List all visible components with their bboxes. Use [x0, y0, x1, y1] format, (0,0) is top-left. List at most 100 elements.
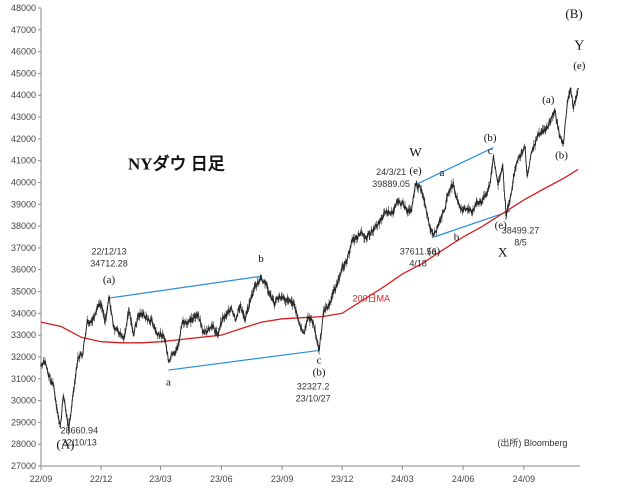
data-point [96, 305, 98, 308]
data-point [108, 296, 110, 299]
data-point [67, 428, 70, 431]
x-tick-label: 23/12 [331, 474, 354, 484]
data-point [392, 212, 394, 214]
y-tick-label: 38000 [11, 221, 36, 231]
data-point [260, 277, 262, 280]
wave-label: (e) [495, 219, 508, 231]
data-point [540, 131, 542, 134]
data-point [293, 303, 296, 306]
data-point [288, 299, 291, 302]
data-point [167, 360, 170, 363]
data-point [52, 384, 55, 387]
wave-label: c [488, 145, 493, 157]
wave-label: Y [574, 38, 584, 53]
chart-title: NYダウ 日足 [128, 153, 225, 173]
trendline [168, 349, 320, 371]
data-point [40, 364, 42, 367]
data-point [447, 192, 450, 195]
data-point [146, 319, 149, 321]
data-point [216, 334, 219, 336]
y-tick-label: 43000 [11, 112, 36, 122]
data-point [406, 210, 408, 212]
data-point [424, 205, 427, 208]
annotation-note: 8/5 [514, 238, 527, 248]
data-point [77, 356, 79, 358]
data-point [359, 231, 362, 234]
y-tick-label: 44000 [11, 90, 36, 100]
data-point [369, 234, 371, 236]
data-point [401, 201, 404, 203]
y-tick-label: 36000 [11, 265, 36, 275]
data-point [91, 321, 93, 323]
trendline [415, 147, 494, 186]
annotation-note: 37611.56 [400, 246, 437, 256]
data-point [364, 236, 367, 238]
data-point [86, 319, 89, 321]
data-point [558, 135, 561, 138]
y-tick-label: 41000 [11, 156, 36, 166]
annotation-note: 23/10/27 [296, 394, 331, 404]
data-point [181, 321, 184, 323]
data-point [278, 295, 281, 297]
data-point [244, 319, 246, 321]
data-point [283, 299, 286, 302]
data-point [332, 292, 334, 295]
wave-label: (b) [313, 366, 326, 378]
data-point [396, 201, 399, 203]
annotation-note: 34712.28 [90, 258, 128, 268]
data-point [452, 181, 454, 184]
data-point [221, 319, 223, 321]
wave-label: c [317, 354, 322, 366]
data-point [549, 120, 552, 123]
axes: 27000 28000 29000 30000 31000 32000 33000 34000… [11, 3, 580, 484]
data-point [48, 375, 50, 378]
y-tick-label: 40000 [11, 177, 36, 187]
data-point [566, 100, 569, 103]
data-point [322, 310, 325, 312]
data-point [151, 319, 153, 321]
wave-label: (a) [428, 245, 441, 257]
annotation-note: 32327.2 [297, 382, 330, 392]
data-point [81, 353, 84, 356]
data-point [298, 323, 301, 326]
annotation-note: 39889.05 [372, 179, 410, 189]
data-point [572, 107, 575, 110]
data-point [535, 138, 538, 140]
data-point [207, 327, 209, 330]
annotation-note: 22/12/13 [92, 246, 127, 256]
data-point [57, 415, 59, 417]
y-tick-label: 35000 [11, 287, 36, 297]
y-tick-label: 28000 [11, 439, 36, 449]
y-tick-label: 47000 [11, 25, 36, 35]
wave-label: a [166, 376, 171, 388]
data-point [350, 240, 353, 243]
data-point [346, 262, 348, 264]
data-point [524, 146, 526, 149]
data-point [253, 286, 256, 288]
x-tick-label: 24/03 [391, 474, 414, 484]
y-tick-label: 30000 [11, 396, 36, 406]
data-point [410, 210, 413, 212]
data-point [192, 316, 195, 319]
annotation-note: 28660.94 [61, 425, 99, 435]
wave-label: b [454, 231, 460, 243]
data-point [211, 325, 214, 328]
data-point [160, 334, 163, 336]
annotation-note: 4/18 [409, 258, 427, 268]
x-tick-label: 24/09 [513, 474, 536, 484]
data-point [530, 151, 533, 153]
data-point [438, 220, 441, 223]
y-tick-label: 46000 [11, 47, 36, 57]
data-point [62, 395, 65, 398]
y-tick-label: 37000 [11, 243, 36, 253]
y-tick-label: 33000 [11, 330, 36, 340]
wave-label: b [258, 253, 264, 265]
y-tick-label: 42000 [11, 134, 36, 144]
annotation-note: 24/3/21 [376, 167, 406, 177]
wave-label: W [409, 144, 422, 159]
data-point [176, 347, 179, 350]
trendlines [108, 147, 511, 371]
annotation-note: 38499.27 [502, 226, 540, 236]
data-point [118, 332, 120, 334]
